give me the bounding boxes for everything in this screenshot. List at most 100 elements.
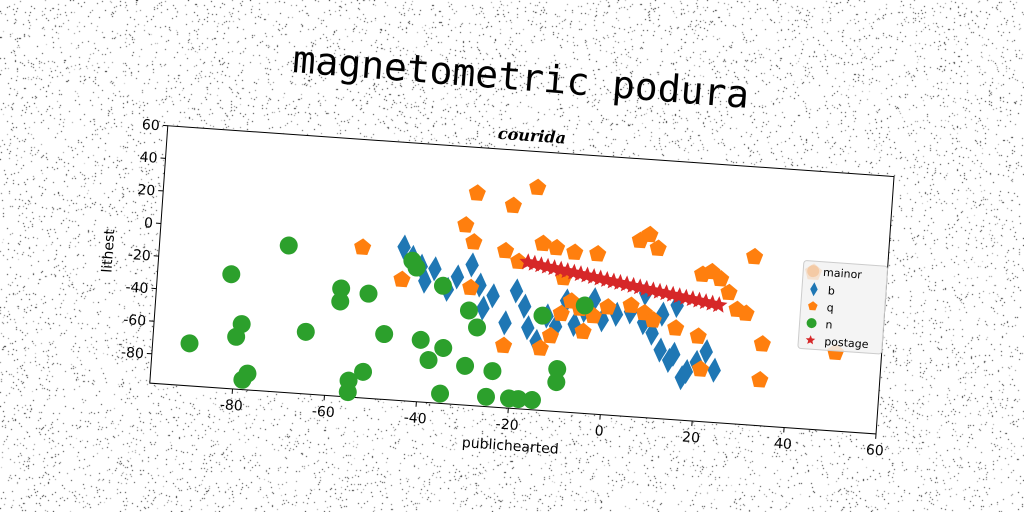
point-q [495,336,513,354]
point-b [521,315,535,341]
point-n [279,236,298,255]
point-q [529,178,547,196]
point-q [649,239,667,257]
y-tick-label: -80 [120,345,144,363]
point-n [456,356,475,375]
point-b [428,256,442,282]
x-tick-label: 0 [594,423,604,440]
legend-label-b: b [827,284,835,297]
point-n [547,373,566,392]
point-q [510,252,528,270]
point-q [574,322,592,340]
legend-marker-b [810,282,818,297]
series-q [354,178,845,388]
point-n [332,279,351,298]
legend: mainor bqn postage [797,260,889,355]
point-q [599,298,617,315]
legend-title: mainor [823,266,863,282]
x-tick-label: 60 [865,442,884,459]
point-n [433,276,452,295]
point-b [397,234,411,260]
point-q [541,326,560,344]
legend-box [797,260,889,355]
x-tick-label: -80 [219,397,243,415]
point-b [707,357,721,383]
point-n [331,292,350,311]
point-n [411,330,430,349]
point-q [465,233,483,250]
legend-label-postage: postage [824,335,869,351]
y-tick-label: -20 [127,247,151,265]
point-b [476,295,490,321]
point-q [354,238,372,256]
point-n [533,306,552,325]
y-tick-label: -60 [123,312,147,330]
point-q [589,245,607,262]
point-n [477,387,496,406]
point-q [468,184,486,201]
point-b [418,268,432,294]
legend-title-marker [807,265,820,278]
legend-label-q: q [826,301,834,314]
point-b [679,358,694,385]
point-b [609,301,624,327]
point-n [180,334,199,353]
point-q [667,319,685,336]
point-q [644,311,662,328]
y-tick-label: 40 [139,150,158,167]
legend-label-n: n [825,318,833,331]
point-q [751,370,769,388]
point-q [504,196,522,214]
point-q [534,234,552,252]
point-n [434,338,453,357]
data-marks [180,178,845,410]
point-n [468,318,487,337]
point-n [459,301,478,320]
point-b [699,339,713,365]
y-tick-label: -40 [125,280,149,298]
chart-subtitle: courida [497,124,566,148]
point-q [689,327,707,344]
point-q [692,360,710,377]
chart-title: magnetometric podura [291,37,751,117]
point-q [462,278,480,296]
legend-marker-q [808,301,818,311]
y-tick-label: 20 [137,182,156,199]
point-q [641,225,659,243]
plot-area [149,125,895,435]
point-b [465,252,479,278]
point-n [338,383,357,402]
point-q [393,270,411,288]
point-b [498,310,512,336]
series-postage [519,253,728,313]
point-n [548,360,567,379]
point-q [746,247,764,265]
point-b [667,341,681,367]
plot-group: courida -80 -60 -40 -20 0 20 40 60 -80 -60 -40 -20 0… [99,117,895,459]
point-q [552,304,570,322]
point-q [712,270,730,287]
legend-marker-postage [805,335,816,345]
point-n [575,296,594,315]
point-n [359,284,378,303]
point-q [566,243,584,261]
point-q [720,283,738,301]
point-n [233,370,252,389]
x-tick-label: -40 [403,410,427,428]
point-b [517,293,532,319]
x-axis-label: publichearted [461,435,559,458]
point-n [483,362,502,381]
series-n [180,236,594,410]
point-q [753,335,771,352]
point-n [375,325,394,344]
point-n [222,265,241,284]
point-n [509,390,528,409]
axis-ticks: -80 -60 -40 -20 0 20 40 60 -80 -60 -40 -20 0 20 40 60 [120,117,884,459]
point-q [531,339,549,356]
x-tick-label: 40 [773,436,792,453]
point-q [497,241,515,259]
point-n [296,322,315,341]
point-n [407,258,426,277]
